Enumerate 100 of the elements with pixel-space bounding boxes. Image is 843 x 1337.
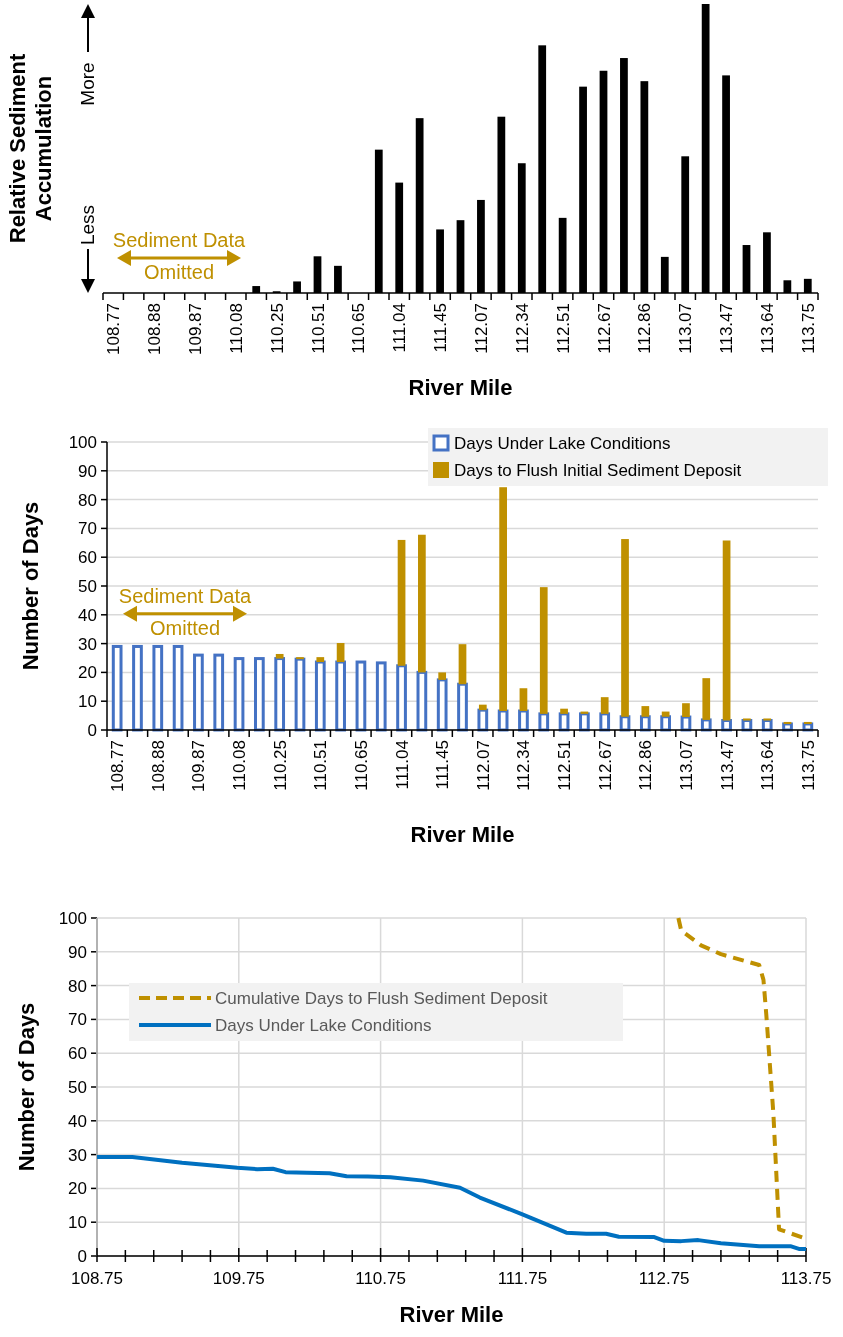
x-axis-title: River Mile	[408, 375, 513, 400]
bar	[275, 653, 284, 659]
bar	[682, 703, 690, 718]
x-tick-label: 112.67	[594, 303, 614, 354]
y-tick-label: 100	[68, 433, 97, 452]
y-tick-label: 100	[58, 909, 87, 928]
bar	[519, 688, 528, 711]
y-axis-title: Relative Sediment Accumulation	[5, 53, 56, 244]
bar	[254, 657, 265, 732]
bar	[274, 657, 286, 732]
legend-label: Days Under Lake Conditions	[454, 434, 671, 453]
bar	[600, 697, 609, 714]
line-series	[95, 1154, 808, 1251]
bar	[193, 653, 204, 732]
x-tick-label: 108.75	[71, 1269, 123, 1288]
bar	[641, 706, 650, 717]
bar	[477, 708, 489, 732]
bar	[478, 704, 487, 711]
x-tick-label: 112.67	[595, 740, 615, 791]
bar	[397, 539, 406, 666]
bar	[335, 660, 346, 732]
y-tick-label: 40	[78, 605, 97, 625]
bar	[722, 540, 731, 721]
bar	[396, 664, 407, 732]
x-tick-label: 109.87	[189, 740, 209, 792]
bar	[499, 487, 507, 711]
bar	[296, 657, 304, 660]
x-tick-label: 112.07	[471, 303, 491, 354]
y-tick-label: 80	[68, 976, 87, 996]
x-tick-label: 110.75	[355, 1269, 406, 1288]
bar	[436, 678, 448, 732]
bar	[355, 660, 367, 732]
x-tick-label: 112.86	[635, 303, 655, 354]
bar	[560, 708, 568, 714]
y-tick-label: 10	[78, 692, 97, 712]
bar	[418, 534, 426, 673]
x-tick-label: 113.75	[798, 303, 818, 354]
x-tick-label: 110.51	[311, 740, 331, 791]
bar	[702, 678, 711, 720]
x-axis-title: River Mile	[410, 822, 515, 847]
text: Less	[77, 204, 98, 246]
y-tick-label: 40	[68, 1111, 87, 1131]
y-tick-label: 0	[87, 721, 97, 740]
bar	[763, 718, 772, 721]
bar	[233, 657, 245, 732]
y-tick-label: 0	[77, 1247, 87, 1266]
bar	[538, 712, 550, 732]
x-tick-label: 112.51	[553, 303, 573, 354]
y-tick-label: 90	[78, 461, 97, 481]
y-tick-label: 70	[78, 519, 97, 539]
x-tick-label: 111.04	[392, 740, 412, 790]
bar	[213, 653, 225, 732]
x-tick-label: 110.08	[226, 303, 246, 354]
bar	[721, 719, 732, 732]
x-axis-title: River Mile	[399, 1302, 504, 1327]
y-tick-label: 60	[78, 548, 97, 568]
x-tick-label: 113.64	[757, 303, 777, 354]
bar	[803, 721, 812, 724]
legend-label: Cumulative Days to Flush Sediment Deposit	[215, 989, 548, 1008]
x-tick-label: 113.47	[717, 303, 737, 354]
y-tick-label: 90	[68, 942, 87, 962]
x-tick-label: 113.64	[758, 740, 778, 791]
x-tick-label: 110.51	[308, 303, 328, 354]
bar	[518, 709, 529, 732]
y-tick-label: 30	[78, 634, 97, 654]
x-tick-label: 112.34	[512, 303, 532, 354]
y-tick-label: 20	[68, 1179, 87, 1199]
bar	[579, 712, 590, 732]
x-tick-label: 109.87	[185, 303, 205, 355]
y-tick-label: 50	[68, 1078, 87, 1097]
x-tick-label: 108.77	[104, 303, 124, 355]
x-tick-label: 113.07	[676, 740, 696, 791]
x-tick-label: 111.04	[390, 303, 410, 353]
y-tick-label: 70	[68, 1010, 87, 1030]
bar	[111, 644, 123, 732]
y-tick-label: 60	[68, 1044, 87, 1064]
bar	[660, 715, 671, 732]
bar	[152, 644, 164, 732]
y-tick-label: 10	[68, 1213, 87, 1233]
legend-label: Days Under Lake Conditions	[215, 1016, 432, 1035]
bar	[458, 644, 467, 685]
x-tick-label: 110.65	[349, 303, 369, 354]
x-tick-label: 112.07	[473, 740, 493, 791]
bar	[457, 682, 468, 732]
y-axis-title: Number of Days	[14, 1002, 39, 1172]
bar	[314, 660, 326, 732]
bar	[743, 718, 751, 721]
y-tick-label: 30	[68, 1145, 87, 1165]
annotation: Sediment Data Omitted	[118, 584, 253, 639]
legend-label: Days to Flush Initial Sediment Deposit	[454, 461, 742, 480]
x-tick-label: 108.77	[108, 740, 128, 792]
bar	[661, 711, 670, 717]
x-tick-label: 110.25	[270, 740, 290, 791]
bar	[375, 661, 387, 732]
x-tick-label: 112.51	[555, 740, 575, 791]
y-tick-label: 50	[78, 577, 97, 596]
x-tick-label: 108.88	[148, 740, 168, 792]
x-tick-label: 110.08	[230, 740, 250, 791]
bar	[172, 644, 184, 732]
x-tick-label: 111.75	[497, 1269, 548, 1288]
